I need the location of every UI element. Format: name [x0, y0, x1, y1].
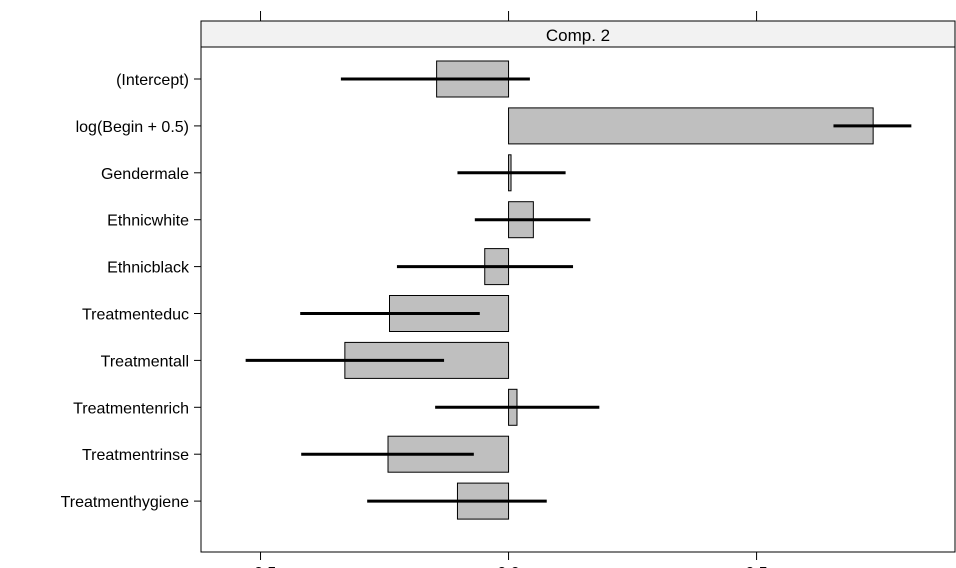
category-label: Ethnicblack	[107, 260, 190, 277]
category-label: Treatmentall	[101, 353, 189, 370]
x-tick-label: 0.5	[745, 565, 767, 568]
panel-title: Comp. 2	[546, 26, 610, 45]
category-axis: (Intercept) log(Begin + 0.5) Gendermale Eth…	[61, 72, 201, 511]
strip-background	[200, 20, 956, 48]
x-tick-label: −0.5	[245, 565, 277, 568]
category-label: log(Begin + 0.5)	[76, 119, 189, 136]
plot-frame	[200, 46, 956, 553]
x-tick-label: 0.0	[497, 565, 519, 568]
category-label: Gendermale	[101, 166, 189, 183]
category-label: (Intercept)	[116, 72, 189, 89]
category-label: Treatmenthygiene	[61, 494, 189, 511]
category-label: Ethnicwhite	[107, 213, 189, 230]
category-label: Treatmentrinse	[82, 447, 189, 464]
category-label: Treatmenteduc	[82, 307, 189, 324]
category-label: Treatmentenrich	[73, 400, 189, 417]
bar	[508, 107, 874, 145]
chart-marks	[245, 60, 912, 520]
x-axis: −0.5 0.0 0.5	[245, 11, 768, 568]
